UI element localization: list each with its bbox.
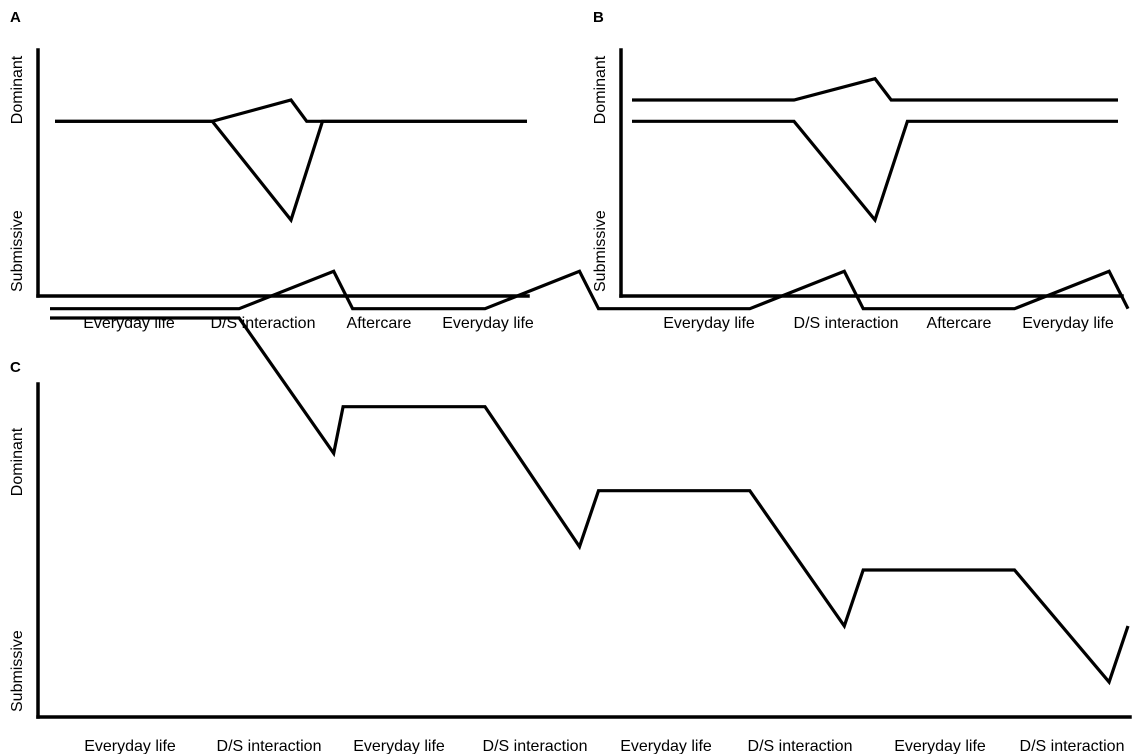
x-phase-label: Everyday life <box>84 738 176 754</box>
x-phase-label: D/S interaction <box>748 738 853 754</box>
series-line-dominant <box>632 76 1118 102</box>
x-phase-label: Everyday life <box>353 738 445 754</box>
x-phase-label: Aftercare <box>347 315 412 332</box>
x-phase-label: D/S interaction <box>483 738 588 754</box>
x-phase-label: Everyday life <box>1022 315 1114 332</box>
x-phase-label: Everyday life <box>442 315 534 332</box>
panel-letter: B <box>593 9 604 26</box>
y-label-dominant: Dominant <box>592 55 609 124</box>
x-phase-label: Everyday life <box>620 738 712 754</box>
series-line-submissive <box>632 119 1118 224</box>
x-phase-label: Everyday life <box>663 315 755 332</box>
series-line-dominant <box>55 98 527 123</box>
series-line-submissive <box>50 316 1130 686</box>
panel-letter: C <box>10 359 21 376</box>
x-phase-label: Aftercare <box>927 315 992 332</box>
x-phase-label: D/S interaction <box>794 315 899 332</box>
y-label-dominant: Dominant <box>9 55 26 124</box>
x-phase-label: D/S interaction <box>217 738 322 754</box>
series-line-submissive <box>55 119 527 224</box>
y-label-submissive: Submissive <box>9 630 26 712</box>
y-label-dominant: Dominant <box>9 427 26 496</box>
panel-b: B Dominant Submissive Everyday life D/S inte… <box>592 9 1124 332</box>
y-label-submissive: Submissive <box>592 210 609 292</box>
x-phase-label: D/S interaction <box>1020 738 1125 754</box>
panel-c: C Dominant Submissive Everyday life D/S inte… <box>9 269 1132 754</box>
panel-letter: A <box>10 9 21 26</box>
x-phase-label: Everyday life <box>894 738 986 754</box>
series-line-dominant <box>50 269 1130 311</box>
y-label-submissive: Submissive <box>9 210 26 292</box>
